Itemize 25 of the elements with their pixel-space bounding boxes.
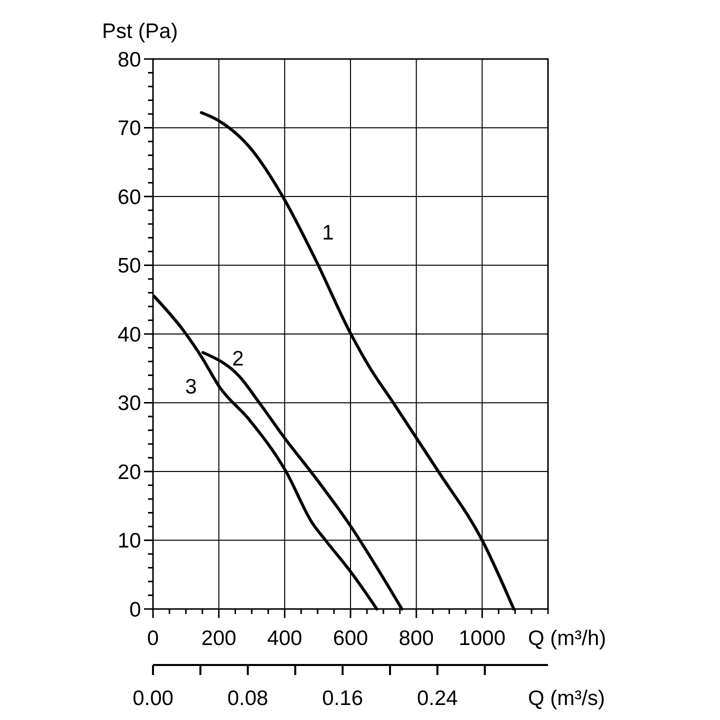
annotation: 2 xyxy=(232,347,244,370)
y-tick-label: 40 xyxy=(118,323,141,346)
y-tick-label: 30 xyxy=(118,392,141,416)
x2-tick-label: 0.16 xyxy=(322,687,364,710)
y-tick-label: 10 xyxy=(118,530,141,553)
x-tick-label: 0 xyxy=(147,627,159,650)
x-tick-label: 400 xyxy=(267,627,302,650)
y-tick-label: 60 xyxy=(118,186,141,209)
y-tick-label: 80 xyxy=(118,48,141,72)
y-axis-title: Pst (Pa) xyxy=(102,20,178,43)
annotation: 3 xyxy=(185,375,197,398)
x2-tick-label: 0.08 xyxy=(227,687,268,710)
x2-axis-title: Q (m³/s) xyxy=(528,687,605,710)
x-tick-label: 600 xyxy=(332,627,368,650)
annotation: 1 xyxy=(322,221,334,244)
y-tick-label: 0 xyxy=(129,598,141,622)
y-tick-label: 50 xyxy=(118,254,141,278)
x2-tick-label: 0.24 xyxy=(416,687,458,710)
y-tick-label: 70 xyxy=(118,117,141,140)
y-tick-label: 20 xyxy=(118,460,141,484)
x-tick-label: 1000 xyxy=(458,627,506,650)
x2-tick-label: 0.00 xyxy=(132,687,174,710)
x-tick-label: 800 xyxy=(398,627,434,650)
x-tick-label: 200 xyxy=(201,627,236,650)
x-axis-title: Q (m³/h) xyxy=(528,627,606,650)
